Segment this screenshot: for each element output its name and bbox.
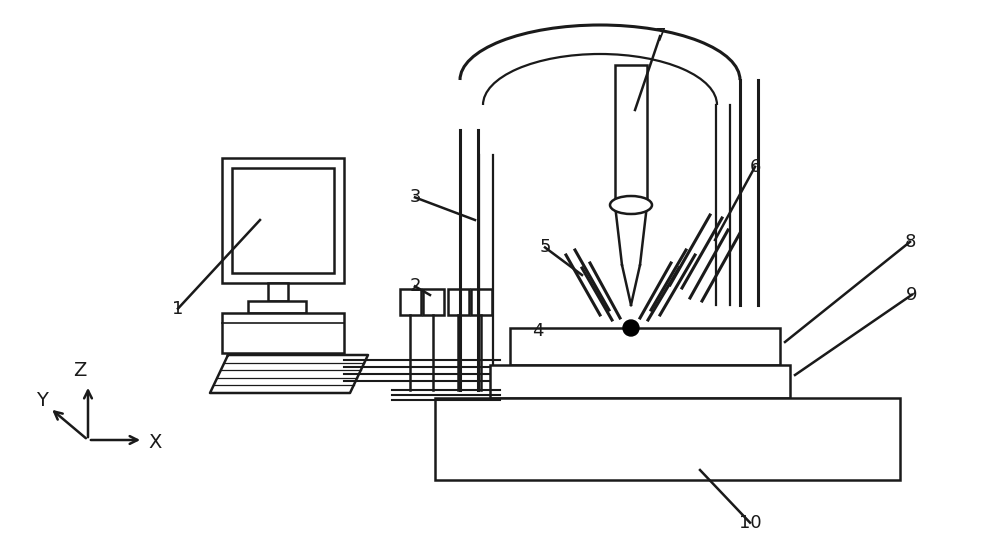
Text: 8: 8 xyxy=(904,233,916,251)
Bar xyxy=(248,301,306,313)
Text: 6: 6 xyxy=(749,158,761,176)
Bar xyxy=(423,289,444,315)
Text: 9: 9 xyxy=(906,286,918,304)
Bar xyxy=(400,289,421,315)
Text: Z: Z xyxy=(73,361,87,380)
Bar xyxy=(490,365,790,398)
Bar xyxy=(448,289,469,315)
Ellipse shape xyxy=(610,196,652,214)
Text: 3: 3 xyxy=(409,188,421,206)
Text: 4: 4 xyxy=(532,322,544,340)
Text: 2: 2 xyxy=(409,277,421,295)
Circle shape xyxy=(623,320,639,336)
Bar xyxy=(222,158,344,283)
Bar xyxy=(510,328,780,365)
Text: 5: 5 xyxy=(539,239,551,256)
Text: Y: Y xyxy=(36,390,48,410)
Text: 7: 7 xyxy=(654,27,666,45)
Text: 10: 10 xyxy=(739,514,761,532)
Bar xyxy=(615,65,647,205)
Bar xyxy=(232,168,334,273)
Bar xyxy=(471,289,492,315)
Bar xyxy=(222,313,344,353)
Bar xyxy=(435,398,900,480)
Text: X: X xyxy=(148,433,162,451)
Bar xyxy=(268,283,288,301)
Polygon shape xyxy=(210,355,368,393)
Text: 1: 1 xyxy=(172,300,184,317)
